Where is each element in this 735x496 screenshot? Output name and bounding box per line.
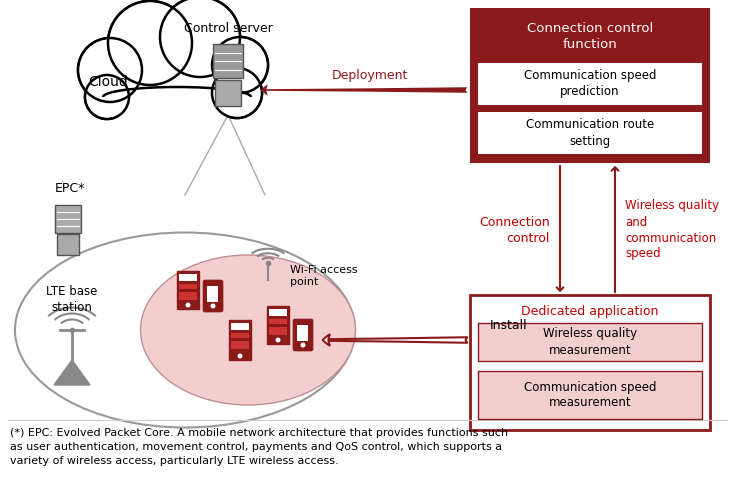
Bar (177, 271, 199, 309)
Text: EPC*: EPC* (55, 182, 85, 195)
Ellipse shape (108, 43, 238, 103)
Text: Control server: Control server (184, 22, 273, 35)
Text: (*) EPC: Evolved Packet Core. A mobile network architecture that provides functi: (*) EPC: Evolved Packet Core. A mobile n… (10, 428, 508, 466)
Circle shape (213, 69, 261, 117)
Polygon shape (54, 360, 90, 385)
Bar (215, 80, 241, 106)
Text: Dedicated application: Dedicated application (521, 305, 659, 317)
Bar (267, 306, 289, 344)
Bar (478, 323, 702, 361)
Bar (55, 205, 81, 233)
Circle shape (212, 68, 262, 118)
Circle shape (86, 76, 128, 118)
Circle shape (210, 304, 215, 309)
Text: Communication route
setting: Communication route setting (526, 119, 654, 147)
Bar (478, 371, 702, 419)
Bar (269, 327, 287, 335)
Circle shape (161, 0, 239, 76)
Bar (470, 295, 710, 430)
Circle shape (301, 343, 306, 348)
Bar (269, 309, 287, 316)
Text: Cloud: Cloud (88, 75, 128, 89)
Bar (179, 284, 197, 289)
Bar (229, 320, 251, 360)
Bar (105, 97, 250, 117)
Circle shape (78, 38, 142, 102)
Text: Connection
control: Connection control (479, 215, 550, 245)
Circle shape (85, 75, 129, 119)
Circle shape (109, 2, 191, 84)
Bar (470, 8, 710, 163)
Text: Install: Install (490, 319, 528, 332)
Circle shape (185, 303, 190, 308)
Text: Wi-Fi access
point: Wi-Fi access point (290, 265, 358, 287)
Bar (298, 325, 309, 341)
Circle shape (213, 38, 267, 92)
Bar (213, 44, 243, 78)
Text: Wireless quality
measurement: Wireless quality measurement (543, 327, 637, 357)
Bar (231, 323, 249, 330)
FancyBboxPatch shape (293, 319, 312, 351)
Bar (231, 341, 249, 349)
Bar (231, 333, 249, 338)
Text: Connection control
function: Connection control function (527, 21, 653, 51)
Bar (179, 292, 197, 300)
Ellipse shape (15, 233, 355, 428)
Circle shape (160, 0, 240, 77)
Bar (478, 112, 702, 154)
Text: Deployment: Deployment (331, 69, 408, 82)
Text: Wireless quality
and
communication
speed: Wireless quality and communication speed (625, 199, 719, 260)
Bar (478, 63, 702, 105)
Ellipse shape (98, 60, 253, 115)
Text: Communication speed
measurement: Communication speed measurement (524, 380, 656, 410)
Circle shape (237, 354, 243, 359)
Circle shape (79, 39, 141, 101)
Bar (207, 286, 218, 302)
Bar (269, 319, 287, 324)
Circle shape (212, 37, 268, 93)
Text: LTE base
station: LTE base station (46, 285, 98, 314)
Circle shape (108, 1, 192, 85)
Text: Communication speed
prediction: Communication speed prediction (524, 69, 656, 99)
FancyBboxPatch shape (204, 281, 223, 311)
Bar (179, 274, 197, 281)
Circle shape (276, 337, 281, 343)
Bar (57, 234, 79, 255)
Ellipse shape (140, 255, 356, 405)
